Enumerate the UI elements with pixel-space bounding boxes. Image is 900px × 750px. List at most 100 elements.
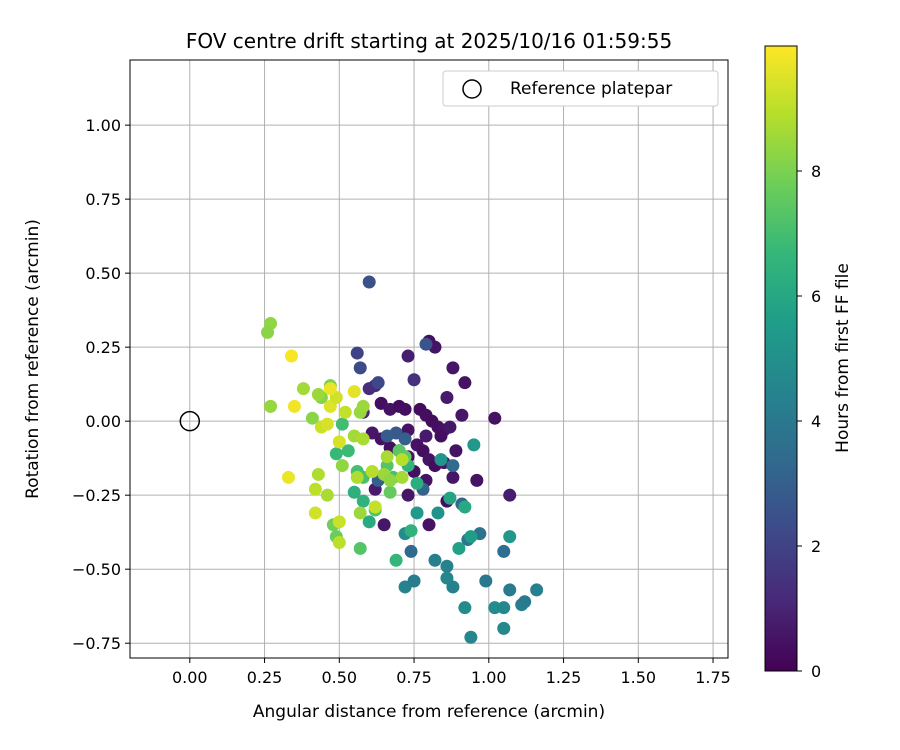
data-point	[350, 346, 364, 360]
data-point	[455, 408, 469, 422]
colorbar-label: Hours from first FF file	[833, 263, 853, 453]
data-point	[407, 373, 421, 387]
data-point	[287, 399, 301, 413]
data-point	[383, 473, 397, 487]
data-point	[362, 275, 376, 289]
data-point	[443, 491, 457, 505]
data-point	[365, 464, 379, 478]
data-point	[503, 530, 517, 544]
y-tick-label: 0.50	[85, 264, 121, 283]
data-point	[446, 361, 460, 375]
data-point	[362, 515, 376, 529]
legend-marker-icon	[462, 79, 482, 99]
colorbar: 0 2 4 6 8 Hours from first FF file	[764, 45, 853, 681]
y-axis-label: Rotation from reference (arcmin)	[23, 219, 43, 499]
data-point	[347, 485, 361, 499]
points-layer	[261, 275, 544, 644]
x-tick-label: 1.00	[471, 668, 507, 687]
data-point	[530, 583, 544, 597]
chart-title: FOV centre drift starting at 2025/10/16 …	[186, 29, 672, 53]
data-point	[320, 417, 334, 431]
x-tick-label: 0.50	[321, 668, 357, 687]
data-point	[452, 541, 466, 555]
data-point	[518, 595, 532, 609]
data-point	[320, 488, 334, 502]
data-point	[296, 382, 310, 396]
data-point	[410, 476, 424, 490]
data-point	[419, 337, 433, 351]
data-point	[440, 559, 454, 573]
data-point	[458, 601, 472, 615]
data-point	[467, 438, 481, 452]
reference-platepar-marker	[179, 410, 201, 432]
data-point	[383, 485, 397, 499]
data-point	[353, 361, 367, 375]
y-tick-label: −0.25	[72, 486, 121, 505]
data-point	[503, 583, 517, 597]
data-point	[335, 417, 349, 431]
data-point	[404, 524, 418, 538]
x-tick-label: 0.25	[247, 668, 283, 687]
data-point	[368, 500, 382, 514]
colorbar-tick-label: 6	[811, 287, 821, 306]
data-point	[350, 470, 364, 484]
data-point	[332, 435, 346, 449]
reference-layer	[179, 410, 201, 432]
y-ticks: −0.75 −0.50 −0.25 0.00 0.25 0.50 0.75 1.00	[72, 116, 130, 653]
data-point	[353, 541, 367, 555]
data-point	[401, 488, 415, 502]
data-point	[470, 473, 484, 487]
data-point	[488, 601, 502, 615]
data-point	[341, 444, 355, 458]
data-point	[389, 553, 403, 567]
data-point	[356, 399, 370, 413]
data-point	[380, 429, 394, 443]
data-point	[410, 506, 424, 520]
colorbar-tick-label: 0	[811, 662, 821, 681]
y-tick-label: 0.25	[85, 338, 121, 357]
data-point	[446, 470, 460, 484]
legend-box	[442, 70, 719, 107]
data-point	[338, 405, 352, 419]
x-axis-label: Angular distance from reference (arcmin)	[253, 702, 605, 722]
colorbar-ticks: 0 2 4 6 8	[797, 162, 821, 681]
data-point	[404, 544, 418, 558]
data-point	[497, 621, 511, 635]
data-point	[428, 553, 442, 567]
data-point	[479, 574, 493, 588]
y-tick-label: 1.00	[85, 116, 121, 135]
y-tick-label: −0.50	[72, 560, 121, 579]
data-point	[458, 500, 472, 514]
data-point	[503, 488, 517, 502]
grid-layer	[130, 60, 728, 658]
data-point	[261, 325, 275, 339]
colorbar-tick-label: 2	[811, 537, 821, 556]
data-point	[356, 432, 370, 446]
data-point	[422, 518, 436, 532]
data-point	[311, 388, 325, 402]
data-point	[497, 544, 511, 558]
data-point	[308, 506, 322, 520]
data-point	[281, 470, 295, 484]
data-point	[329, 447, 343, 461]
data-point	[395, 470, 409, 484]
data-point	[305, 411, 319, 425]
data-point	[440, 390, 454, 404]
x-tick-label: 1.25	[546, 668, 582, 687]
data-point	[419, 429, 433, 443]
colorbar-tick-label: 8	[811, 162, 821, 181]
data-point	[464, 630, 478, 644]
data-point	[380, 450, 394, 464]
data-point	[353, 506, 367, 520]
data-point	[446, 459, 460, 473]
data-point	[464, 530, 478, 544]
data-point	[347, 385, 361, 399]
data-point	[449, 444, 463, 458]
legend-label: Reference platepar	[510, 79, 672, 99]
x-tick-label: 0.00	[172, 668, 208, 687]
colorbar-gradient	[764, 45, 798, 672]
data-point	[434, 429, 448, 443]
data-point	[377, 518, 391, 532]
data-point	[434, 453, 448, 467]
